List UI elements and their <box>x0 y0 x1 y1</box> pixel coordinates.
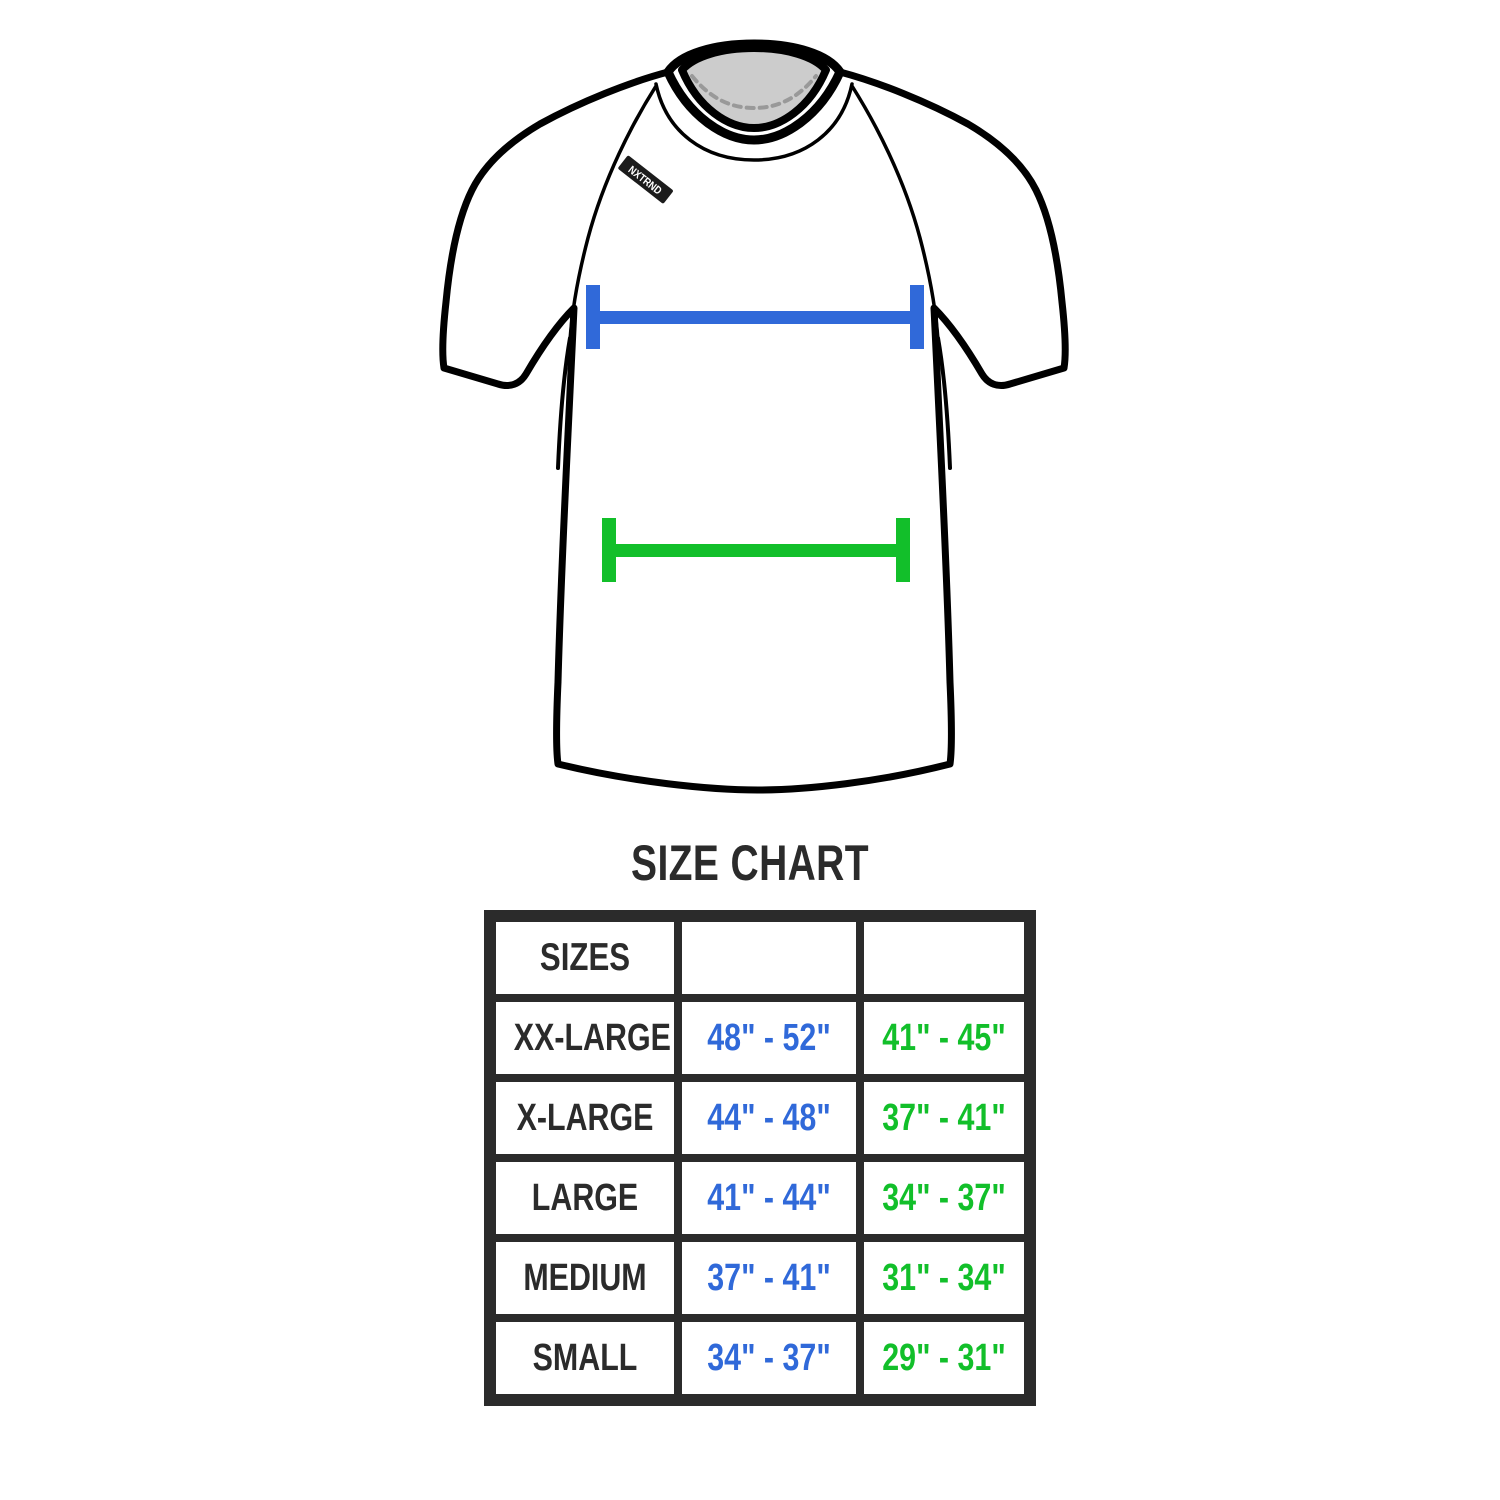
cell-chest-label: 41" - 44" <box>707 1177 831 1219</box>
brand-tag-background <box>618 155 673 204</box>
table-row: MEDIUM 37" - 41" 31" - 34" <box>492 1238 1028 1318</box>
cell-chest: 34" - 37" <box>678 1318 860 1398</box>
column-header-waist-label: WAIST <box>894 936 994 979</box>
cell-chest: 37" - 41" <box>678 1238 860 1318</box>
cell-size: XX-LARGE <box>492 998 678 1078</box>
cell-size: LARGE <box>492 1158 678 1238</box>
column-header-sizes-label: SIZES <box>539 936 631 979</box>
cell-waist: 41" - 45" <box>860 998 1028 1078</box>
size-chart-section: SIZE CHART SIZES CHEST WAIST <box>0 835 1500 1406</box>
shirt-outline-path <box>439 68 1069 794</box>
waist-bar-cap-right <box>896 518 910 582</box>
cell-size: X-LARGE <box>492 1078 678 1158</box>
cell-waist: 29" - 31" <box>860 1318 1028 1398</box>
cell-chest-label: 34" - 37" <box>707 1337 831 1379</box>
collar-stitch-line <box>690 74 818 111</box>
column-header-sizes: SIZES <box>492 918 678 998</box>
page-title: SIZE CHART <box>631 835 869 891</box>
cell-waist-label: 34" - 37" <box>882 1177 1006 1219</box>
waist-measurement-bar <box>602 518 910 582</box>
waist-bar-cap-left <box>602 518 616 582</box>
waist-bar-line <box>608 544 906 557</box>
chest-bar-cap-right <box>910 285 924 349</box>
cell-size-label: LARGE <box>531 1177 639 1219</box>
column-header-chest-label: CHEST <box>716 936 822 979</box>
cell-chest-label: 44" - 48" <box>707 1097 831 1139</box>
cell-waist-label: 31" - 34" <box>882 1257 1006 1299</box>
chest-measurement-bar <box>586 285 924 349</box>
column-header-chest: CHEST <box>678 918 860 998</box>
cell-waist-label: 29" - 31" <box>882 1337 1006 1379</box>
cell-chest: 41" - 44" <box>678 1158 860 1238</box>
raglan-seam-right <box>850 84 940 342</box>
raglan-seam-left <box>568 84 658 342</box>
table-header-row: SIZES CHEST WAIST <box>492 918 1028 998</box>
column-header-waist: WAIST <box>860 918 1028 998</box>
cell-waist-label: 41" - 45" <box>882 1017 1006 1059</box>
collar-inner-fill <box>678 44 830 132</box>
cell-size: SMALL <box>492 1318 678 1398</box>
side-seam-right <box>936 336 952 470</box>
chest-bar-line <box>592 311 920 324</box>
cell-size-label: MEDIUM <box>523 1257 647 1299</box>
cell-size-label: X-LARGE <box>516 1097 654 1139</box>
cell-chest-label: 37" - 41" <box>707 1257 831 1299</box>
neckline-inner-line <box>654 82 854 162</box>
table-row: LARGE 41" - 44" 34" - 37" <box>492 1158 1028 1238</box>
cell-chest: 48" - 52" <box>678 998 860 1078</box>
cell-waist: 37" - 41" <box>860 1078 1028 1158</box>
size-table: SIZES CHEST WAIST XX-LARGE <box>484 910 1036 1406</box>
table-row: XX-LARGE 48" - 52" 41" - 45" <box>492 998 1028 1078</box>
side-seam-left <box>556 336 572 470</box>
garment-illustration: NXTRND <box>380 20 1120 810</box>
cell-waist: 34" - 37" <box>860 1158 1028 1238</box>
cell-size-label: SMALL <box>532 1337 638 1379</box>
cell-chest: 44" - 48" <box>678 1078 860 1158</box>
chest-bar-cap-left <box>586 285 600 349</box>
cell-size: MEDIUM <box>492 1238 678 1318</box>
cell-size-label: XX-LARGE <box>513 1017 671 1059</box>
table-row: X-LARGE 44" - 48" 37" - 41" <box>492 1078 1028 1158</box>
table-row: SMALL 34" - 37" 29" - 31" <box>492 1318 1028 1398</box>
cell-waist: 31" - 34" <box>860 1238 1028 1318</box>
cell-waist-label: 37" - 41" <box>882 1097 1006 1139</box>
size-table-container: SIZES CHEST WAIST XX-LARGE <box>484 910 1036 1406</box>
cell-chest-label: 48" - 52" <box>707 1017 831 1059</box>
